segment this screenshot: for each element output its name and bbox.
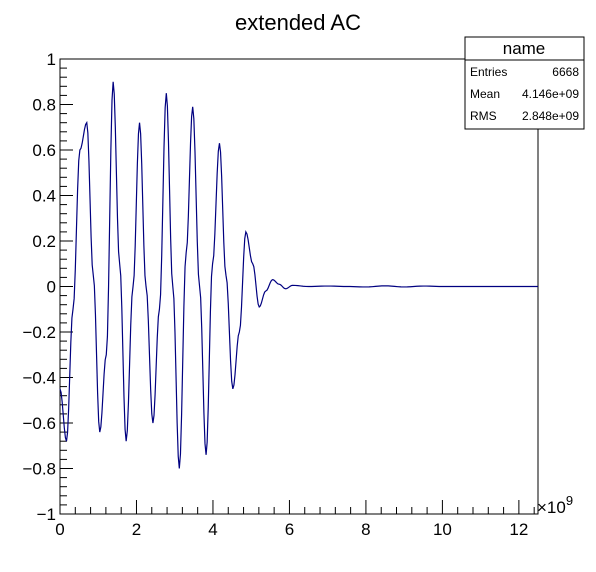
series-line (59, 81, 538, 469)
stats-box-frame (464, 36, 585, 130)
x-tick-label: 0 (55, 520, 64, 539)
chart-title: extended AC (235, 10, 361, 35)
x-axis: 0 2 4 6 8 10 12 (55, 500, 535, 539)
x-tick-label: 6 (285, 520, 294, 539)
stats-value-rms: 2.848e+09 (522, 109, 579, 123)
stats-label-rms: RMS (470, 109, 497, 123)
y-tick-label: −0.8 (22, 460, 56, 479)
stats-box-title: name (503, 39, 546, 58)
y-axis: −1 −0.8 −0.6 −0.4 −0.2 0 0.2 0.4 0.6 0.8 1 (22, 50, 73, 524)
stats-value-entries: 6668 (552, 65, 579, 79)
x-tick-label: 12 (509, 520, 528, 539)
y-tick-label: −1 (37, 505, 56, 524)
x-tick-label: 10 (433, 520, 452, 539)
x-exponent-base: ×10 (537, 498, 566, 517)
x-exponent-power: 9 (566, 493, 573, 508)
stats-label-mean: Mean (470, 87, 500, 101)
y-tick-label: 0.8 (32, 96, 56, 115)
x-tick-label: 2 (132, 520, 141, 539)
y-tick-label: 0.6 (32, 141, 56, 160)
y-tick-label: −0.4 (22, 369, 56, 388)
y-tick-label: 0.2 (32, 232, 56, 251)
stats-box: name Entries 6668 Mean 4.146e+09 RMS 2.8… (464, 36, 585, 130)
stats-value-mean: 4.146e+09 (522, 87, 579, 101)
y-tick-label: 0.4 (32, 187, 56, 206)
y-tick-label: −0.2 (22, 323, 56, 342)
x-tick-label: 4 (208, 520, 217, 539)
y-tick-label: 1 (47, 50, 56, 69)
y-tick-label: 0 (47, 278, 56, 297)
x-exponent-label: ×109 (537, 493, 573, 517)
x-tick-label: 8 (361, 520, 370, 539)
y-tick-label: −0.6 (22, 414, 56, 433)
stats-label-entries: Entries (470, 65, 507, 79)
